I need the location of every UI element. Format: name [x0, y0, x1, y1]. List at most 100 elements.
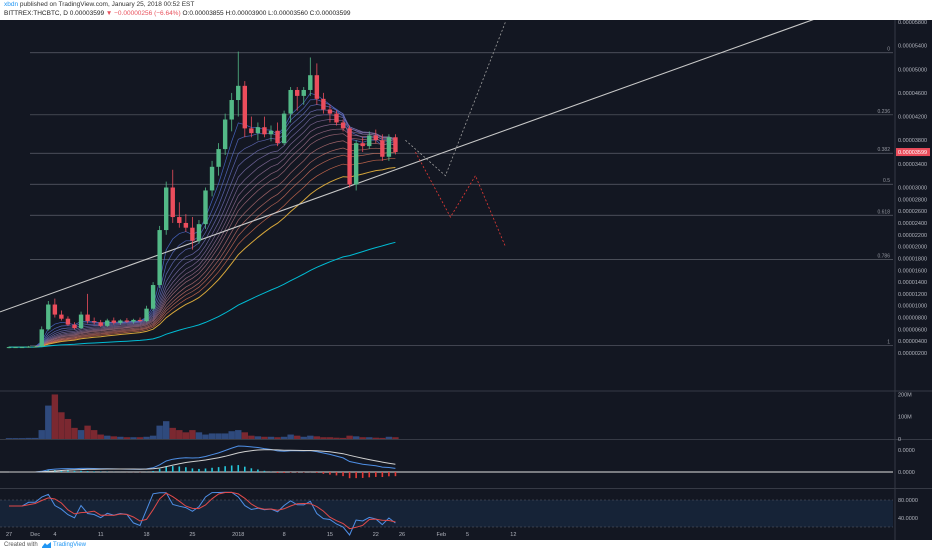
- price-tick-label: 0.00005800: [898, 20, 927, 26]
- ema-slow-line: [9, 167, 396, 348]
- ema-ribbon-line: [9, 124, 396, 348]
- candle-body: [275, 130, 280, 144]
- candle-body: [216, 149, 221, 167]
- price-change: ▼ −0.00000256 (−6.64%): [105, 10, 181, 17]
- macd-histogram-bar: [244, 466, 246, 472]
- date-tick-label: 26: [399, 532, 405, 538]
- candle-body: [183, 222, 189, 228]
- macd-histogram-bar: [198, 468, 200, 472]
- price-tick-label: 0.00003800: [898, 138, 927, 144]
- volume-bar: [176, 430, 183, 439]
- volume-bar: [156, 425, 163, 439]
- price-tick-label: 0.00000200: [898, 351, 927, 357]
- price-tick-label: 0.00001400: [898, 280, 927, 286]
- publisher-name[interactable]: xbdn: [4, 1, 19, 8]
- volume-bar: [25, 437, 32, 439]
- symbol-label: BITTREX:THCBTC, D: [4, 10, 68, 17]
- date-tick-label: 15: [327, 532, 333, 538]
- macd-histogram-bar: [368, 472, 371, 478]
- macd-histogram-bar: [316, 472, 318, 473]
- macd-histogram-bar: [165, 466, 167, 472]
- volume-bar: [169, 427, 176, 439]
- tradingview-logo-icon: [42, 542, 51, 548]
- chart-header: xbdn published on TradingView.com, Janua…: [0, 0, 932, 20]
- volume-bar: [326, 437, 334, 439]
- candle-body: [308, 75, 313, 90]
- date-tick-label: 18: [143, 532, 149, 538]
- candle-body: [295, 89, 300, 96]
- volume-bar: [130, 437, 137, 439]
- candle-body: [327, 109, 333, 114]
- fib-level-label: 0.786: [877, 254, 890, 260]
- ema-long-line: [9, 241, 396, 348]
- volume-bar: [307, 435, 314, 439]
- macd-histogram-bar: [93, 471, 95, 472]
- publish-info: xbdn published on TradingView.com, Janua…: [4, 1, 194, 9]
- volume-bar: [163, 421, 170, 439]
- ema-ribbon-line: [9, 140, 396, 348]
- date-tick-label: 12: [510, 532, 516, 538]
- volume-bar: [333, 437, 340, 439]
- created-with-label: Created with: [4, 542, 38, 548]
- macd-histogram-bar: [86, 471, 89, 472]
- volume-bar: [104, 435, 111, 439]
- chart-canvas[interactable]: 0.000058000.000054000.000050000.00004600…: [0, 20, 932, 540]
- price-tick-label: 0.00002400: [898, 221, 927, 227]
- tradingview-brand[interactable]: TradingView: [53, 542, 87, 548]
- fib-level-label: 0.5: [883, 178, 890, 184]
- macd-histogram-bar: [361, 472, 364, 478]
- macd-histogram-bar: [224, 466, 226, 472]
- volume-bar: [38, 430, 45, 439]
- last-price-badge: [896, 148, 930, 157]
- macd-histogram-bar: [322, 472, 325, 474]
- volume-bar: [51, 394, 59, 439]
- volume-bar: [12, 438, 19, 439]
- candle-body: [268, 130, 274, 135]
- date-tick-label: Feb: [437, 532, 446, 538]
- price-tick-label: 0.00005000: [898, 67, 927, 73]
- macd-histogram-bar: [283, 472, 285, 474]
- date-tick-label: 2018: [232, 532, 244, 538]
- volume-tick-label: 200M: [898, 392, 912, 398]
- macd-tick-label: 0.0000: [898, 448, 915, 454]
- price-tick-label: 0.00003000: [898, 186, 927, 192]
- candle-body: [353, 143, 359, 185]
- stoch-k-line: [9, 491, 396, 536]
- candle-body: [262, 127, 267, 135]
- macd-histogram-bar: [276, 472, 279, 474]
- candle-body: [144, 308, 149, 322]
- date-tick-label: 25: [189, 532, 195, 538]
- volume-bar: [117, 436, 124, 439]
- macd-histogram-bar: [394, 472, 397, 477]
- fib-level-label: 0.382: [877, 147, 890, 153]
- volume-bar: [241, 432, 248, 439]
- volume-bar: [64, 418, 72, 439]
- stoch-tick-label: 40.0000: [898, 516, 918, 522]
- macd-histogram-bar: [381, 472, 384, 478]
- volume-bar: [248, 435, 255, 439]
- volume-bar: [143, 436, 150, 439]
- volume-bar: [182, 432, 190, 439]
- candle-body: [39, 329, 44, 347]
- macd-histogram-bar: [388, 472, 390, 477]
- projection-path-bearish: [415, 151, 506, 247]
- macd-histogram-bar: [171, 466, 174, 472]
- candle-body: [72, 324, 77, 329]
- price-tick-label: 0.00004600: [898, 91, 927, 97]
- candle-body: [26, 346, 31, 348]
- candle-body: [6, 347, 12, 349]
- macd-histogram-bar: [67, 470, 69, 472]
- candle-body: [222, 119, 228, 150]
- volume-bar: [372, 437, 379, 439]
- volume-bar: [320, 437, 327, 439]
- volume-bar: [385, 436, 393, 439]
- candle-body: [190, 227, 195, 241]
- volume-bar: [352, 436, 360, 439]
- projection-path-bullish: [405, 21, 506, 177]
- candle-body: [209, 166, 215, 191]
- macd-histogram-bar: [73, 470, 76, 472]
- volume-bar: [280, 436, 288, 439]
- ema-ribbon-line: [9, 147, 396, 348]
- ema-ribbon-line: [9, 114, 396, 348]
- volume-bar: [90, 430, 98, 439]
